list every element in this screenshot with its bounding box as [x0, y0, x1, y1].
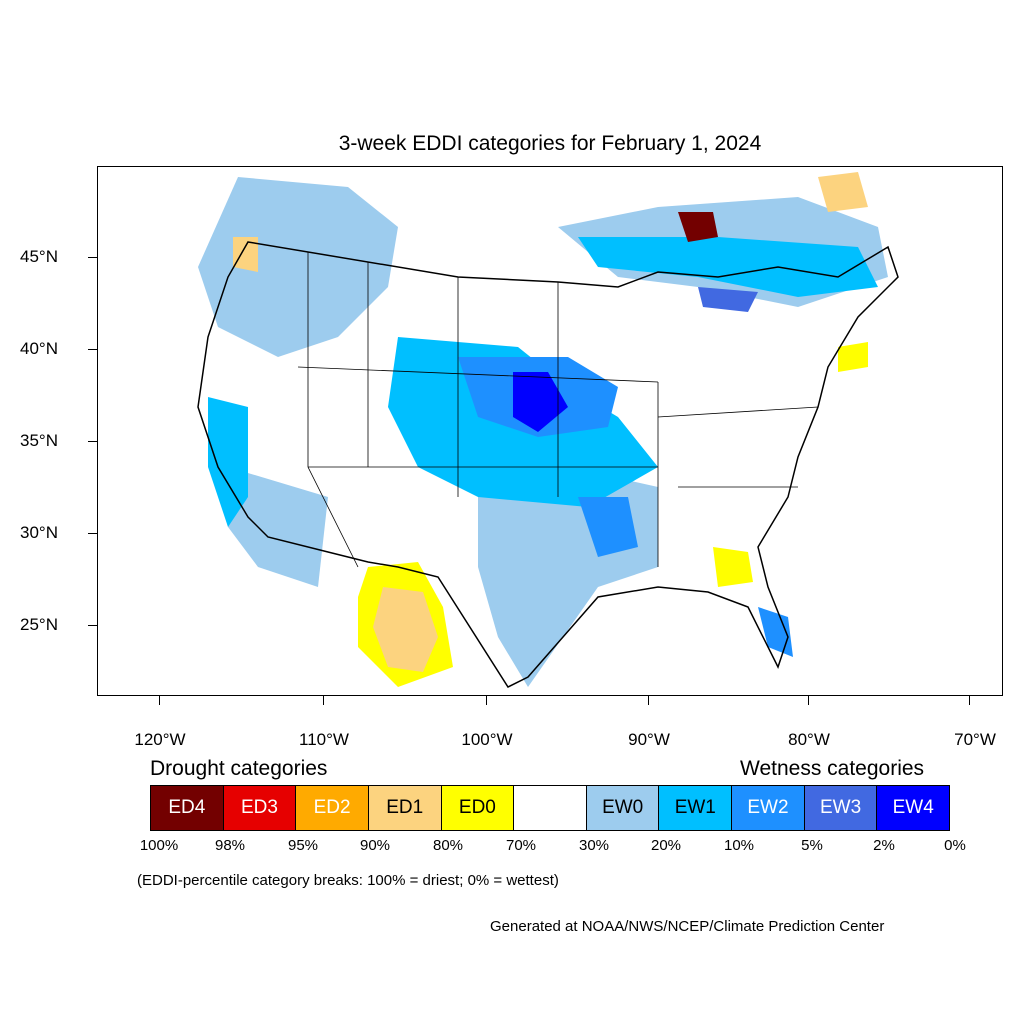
- wet-area-ontario: [698, 287, 758, 312]
- wet-area-lakes-band: [578, 237, 878, 297]
- state-lines: [297, 252, 819, 568]
- dry-area-michigan-north: [678, 212, 718, 242]
- drought-areas: [233, 172, 868, 687]
- lat-label-30: 30°N: [20, 523, 58, 542]
- lon-label-90: 90°W: [628, 730, 670, 749]
- lon-tick: [486, 696, 487, 705]
- drought-heading: Drought categories: [150, 757, 328, 780]
- wet-area-florida: [758, 607, 793, 657]
- lon-label-110: 110°W: [299, 730, 349, 749]
- pct-break: 95%: [287, 837, 319, 854]
- lon-tick: [648, 696, 649, 705]
- legend-cell-ew0: EW0: [586, 786, 660, 830]
- lat-label-35: 35°N: [20, 431, 58, 450]
- dry-area-northeast: [838, 342, 868, 372]
- pct-break: 100%: [139, 837, 179, 854]
- legend-cell-ed3: ED3: [223, 786, 297, 830]
- pct-break: 5%: [801, 837, 823, 854]
- lon-label-80: 80°W: [788, 730, 830, 749]
- lat-tick: [88, 349, 97, 350]
- legend-cell-ew1: EW1: [659, 786, 733, 830]
- lat-label-40: 40°N: [20, 339, 58, 358]
- legend-cell-ew2: EW2: [732, 786, 805, 830]
- lon-tick: [159, 696, 160, 705]
- country-outline: [197, 241, 899, 688]
- lat-tick: [88, 625, 97, 626]
- lat-label-45: 45°N: [20, 247, 58, 266]
- legend-cell-ed0: ED0: [441, 786, 515, 830]
- lon-tick: [808, 696, 809, 705]
- wetness-heading: Wetness categories: [740, 757, 925, 780]
- dry-area-georgia: [713, 547, 753, 587]
- map-title: 3-week EDDI categories for February 1, 2…: [338, 132, 762, 155]
- dry-area-texas-core: [373, 587, 438, 672]
- pct-break: 10%: [723, 837, 755, 854]
- lon-label-100: 100°W: [461, 730, 513, 749]
- pct-break: 0%: [944, 837, 966, 854]
- legend-color-bar: ED4 ED3 ED2 ED1 ED0 EW0 EW1 EW2 EW3 EW4: [150, 785, 950, 831]
- legend-cell-ew3: EW3: [804, 786, 878, 830]
- lon-label-70: 70°W: [954, 730, 996, 749]
- legend-cell-normal: [514, 786, 587, 830]
- lat-label-25: 25°N: [20, 615, 58, 634]
- legend-cell-ed2: ED2: [296, 786, 369, 830]
- legend-cell-ew4: EW4: [877, 786, 950, 830]
- pct-break: 98%: [214, 837, 246, 854]
- wet-area-southwest: [228, 467, 328, 587]
- lon-tick: [969, 696, 970, 705]
- wet-area-kansas: [513, 372, 568, 432]
- pct-break: 30%: [578, 837, 610, 854]
- pct-break: 20%: [650, 837, 682, 854]
- wet-area-west-coast: [208, 397, 248, 527]
- wet-area-arkansas: [578, 497, 638, 557]
- pct-break: 90%: [359, 837, 391, 854]
- lon-label-120: 120°W: [134, 730, 186, 749]
- wetness-areas: [198, 177, 888, 687]
- lat-tick: [88, 257, 97, 258]
- boundary-lines: [197, 241, 899, 688]
- category-note: (EDDI-percentile category breaks: 100% =…: [137, 872, 559, 889]
- dry-area-washington: [233, 237, 258, 272]
- eddi-map: [197, 172, 899, 688]
- lat-tick: [88, 533, 97, 534]
- dry-area-quebec: [818, 172, 868, 212]
- lon-tick: [323, 696, 324, 705]
- map-frame: [97, 166, 1003, 696]
- pct-break: 80%: [432, 837, 464, 854]
- wet-area-northwest: [198, 177, 398, 357]
- credit-line: Generated at NOAA/NWS/NCEP/Climate Predi…: [490, 918, 885, 935]
- lat-tick: [88, 441, 97, 442]
- legend-cell-ed4: ED4: [151, 786, 224, 830]
- pct-break: 2%: [873, 837, 895, 854]
- legend-cell-ed1: ED1: [368, 786, 442, 830]
- pct-break: 70%: [505, 837, 537, 854]
